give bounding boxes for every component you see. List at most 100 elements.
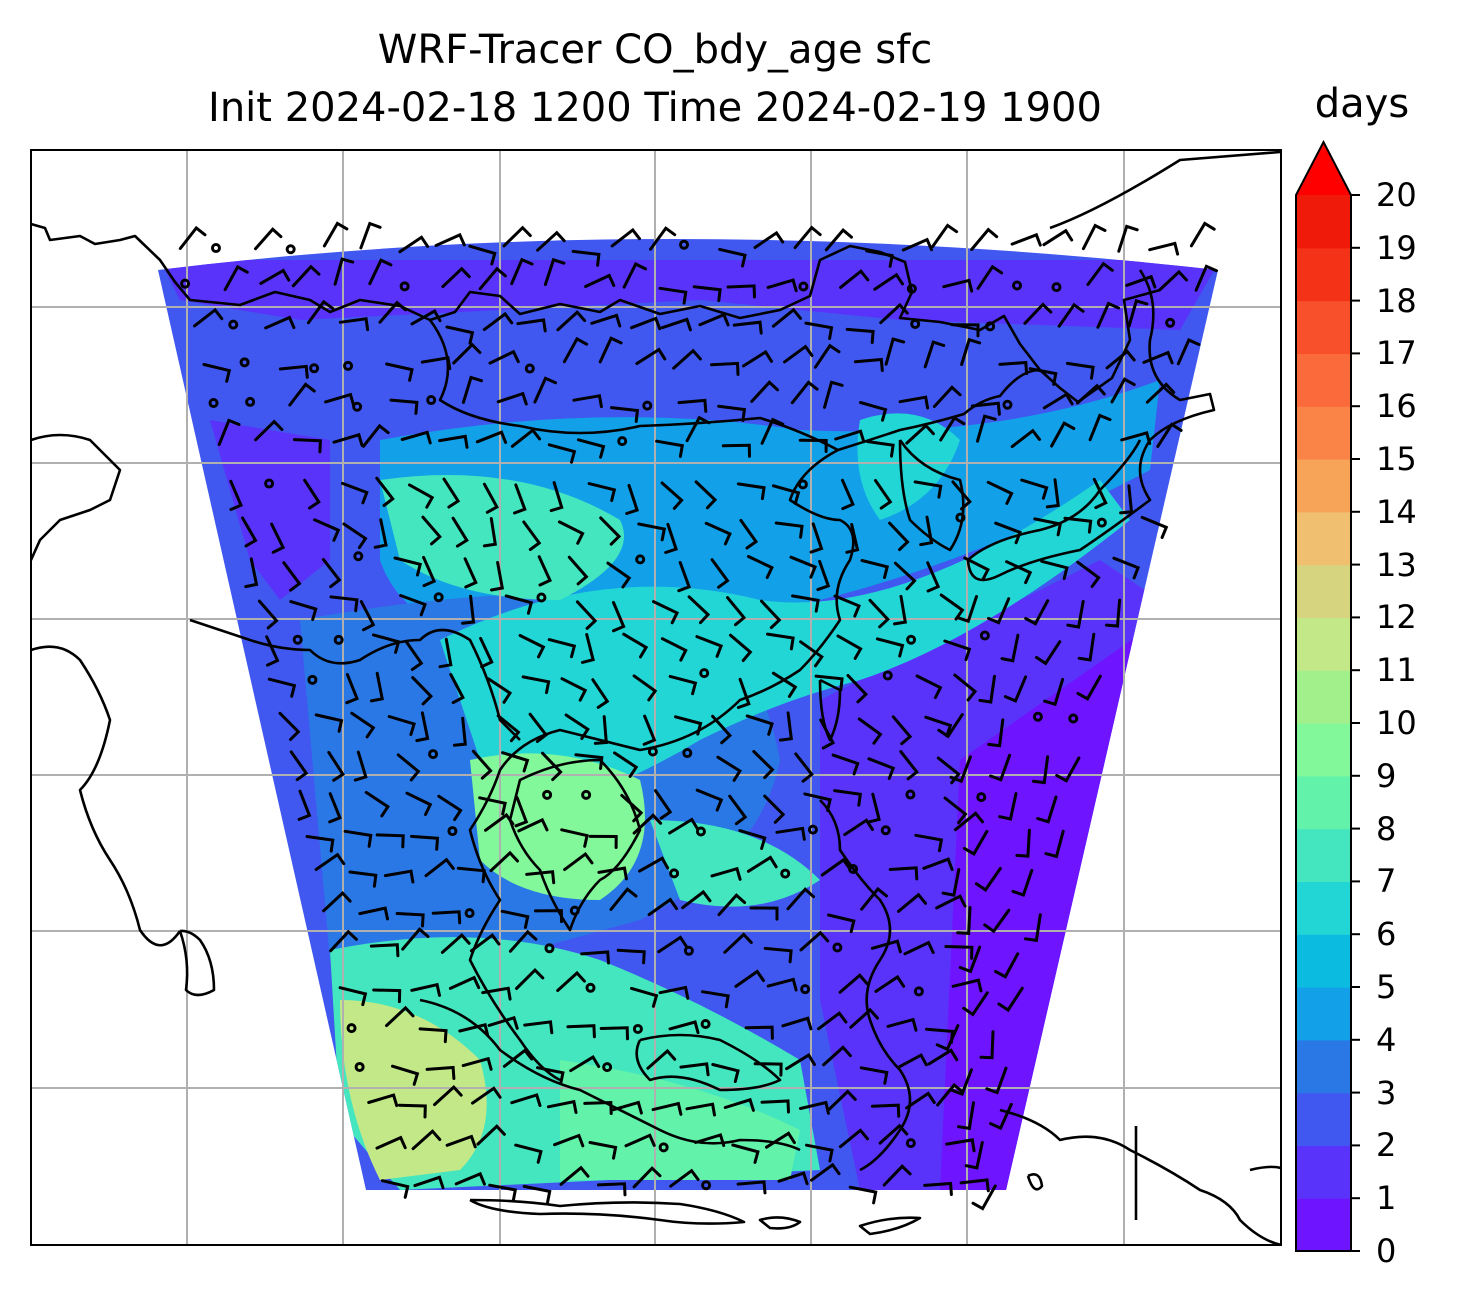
- calm-wind-circle: [285, 244, 296, 255]
- wind-barb: [502, 1048, 534, 1068]
- wind-barb: [1042, 392, 1074, 410]
- wind-barb: [997, 986, 1024, 1013]
- wind-barb: [927, 1048, 959, 1066]
- wind-barb: [882, 1164, 912, 1187]
- wind-barb: [986, 480, 1014, 505]
- wind-barb: [971, 1184, 997, 1211]
- wind-barb: [845, 327, 875, 344]
- wind-barb: [865, 440, 895, 458]
- wind-barb: [951, 978, 983, 993]
- wind-barb: [1112, 556, 1141, 580]
- wind-barb: [884, 337, 906, 366]
- wind-barb: [424, 857, 455, 878]
- wind-barb: [567, 555, 589, 586]
- wind-barb: [609, 887, 638, 911]
- wind-barb: [710, 558, 730, 589]
- wind-barb: [305, 835, 335, 853]
- wind-barb: [517, 817, 549, 833]
- wind-barb: [817, 1011, 848, 1031]
- wind-barb: [956, 595, 978, 624]
- wind-barb: [647, 897, 679, 917]
- colorbar-swatch: [1296, 934, 1351, 988]
- wind-barb: [620, 793, 644, 823]
- wind-barb: [749, 906, 779, 921]
- wind-barb: [742, 349, 773, 368]
- wind-barb: [922, 857, 954, 871]
- wind-barb: [824, 227, 853, 252]
- wind-barb: [533, 909, 563, 924]
- wind-barb: [924, 715, 953, 738]
- wind-barb: [1015, 828, 1031, 858]
- wind-barb: [278, 364, 309, 379]
- wind-barb: [1028, 367, 1058, 386]
- wind-barb: [849, 1007, 879, 1029]
- wind-barb: [838, 1128, 869, 1149]
- wind-barb: [1076, 674, 1102, 701]
- wind-barb: [976, 414, 997, 443]
- calm-wind-circle: [1002, 399, 1013, 410]
- wind-barb: [193, 307, 224, 328]
- wind-barb: [649, 226, 677, 251]
- wind-barb: [353, 750, 368, 782]
- wind-barb: [1031, 755, 1050, 785]
- wind-barb: [1036, 795, 1058, 824]
- wind-barb: [358, 906, 389, 921]
- wind-barb: [518, 634, 546, 659]
- wind-barb: [766, 278, 798, 293]
- wind-barb: [375, 833, 405, 849]
- wind-barb: [557, 520, 585, 545]
- wind-barb: [953, 811, 984, 832]
- wind-barb: [324, 392, 356, 407]
- wind-barb: [658, 985, 690, 1000]
- wind-barb: [989, 1102, 1013, 1131]
- wind-barb: [760, 417, 785, 445]
- wind-barb: [695, 788, 724, 812]
- wind-barb: [1194, 264, 1218, 292]
- wind-barb: [1127, 299, 1149, 328]
- wind-barb: [790, 380, 819, 405]
- wind-barb: [630, 316, 662, 331]
- wind-barb: [501, 751, 530, 773]
- wind-barb: [543, 257, 566, 286]
- wind-barb: [389, 398, 419, 415]
- wind-barb: [537, 555, 552, 587]
- wind-barb: [229, 479, 243, 511]
- wind-barb: [612, 601, 626, 633]
- wind-barb: [510, 1093, 542, 1107]
- wind-barb: [944, 945, 974, 960]
- calm-wind-circle: [210, 243, 221, 254]
- wind-barb: [870, 939, 902, 954]
- wind-barb: [738, 829, 767, 850]
- calm-wind-circle: [632, 1023, 643, 1034]
- wind-barb: [178, 225, 207, 250]
- wind-barb: [987, 718, 1005, 748]
- wind-barb: [452, 716, 467, 747]
- wind-barb: [434, 232, 466, 247]
- wind-barb: [711, 1063, 740, 1083]
- wind-barb: [905, 423, 935, 445]
- wind-barb: [398, 235, 430, 254]
- wind-barb: [289, 600, 318, 621]
- wind-barb: [941, 868, 961, 897]
- wind-barb: [481, 986, 512, 1001]
- calm-wind-circle: [617, 436, 628, 447]
- colorbar-tick-label: 10: [1376, 704, 1417, 742]
- wind-barb: [437, 794, 463, 822]
- wind-barb: [387, 715, 416, 736]
- wind-barb: [329, 929, 358, 953]
- wind-barb: [329, 595, 359, 613]
- wind-barb: [525, 870, 556, 885]
- wind-barb: [572, 394, 603, 409]
- wind-barb: [461, 375, 483, 404]
- wind-barb: [396, 753, 421, 782]
- wind-barb: [736, 482, 766, 501]
- wind-barb: [766, 977, 798, 992]
- wind-barb: [1020, 478, 1049, 500]
- colorbar-swatch: [1296, 775, 1351, 830]
- colorbar-swatch: [1296, 511, 1351, 566]
- wind-barb: [901, 237, 933, 252]
- wind-barb: [960, 337, 982, 366]
- wind-barb: [950, 1068, 973, 1097]
- calm-wind-circle: [264, 478, 275, 489]
- wind-barb: [504, 594, 534, 615]
